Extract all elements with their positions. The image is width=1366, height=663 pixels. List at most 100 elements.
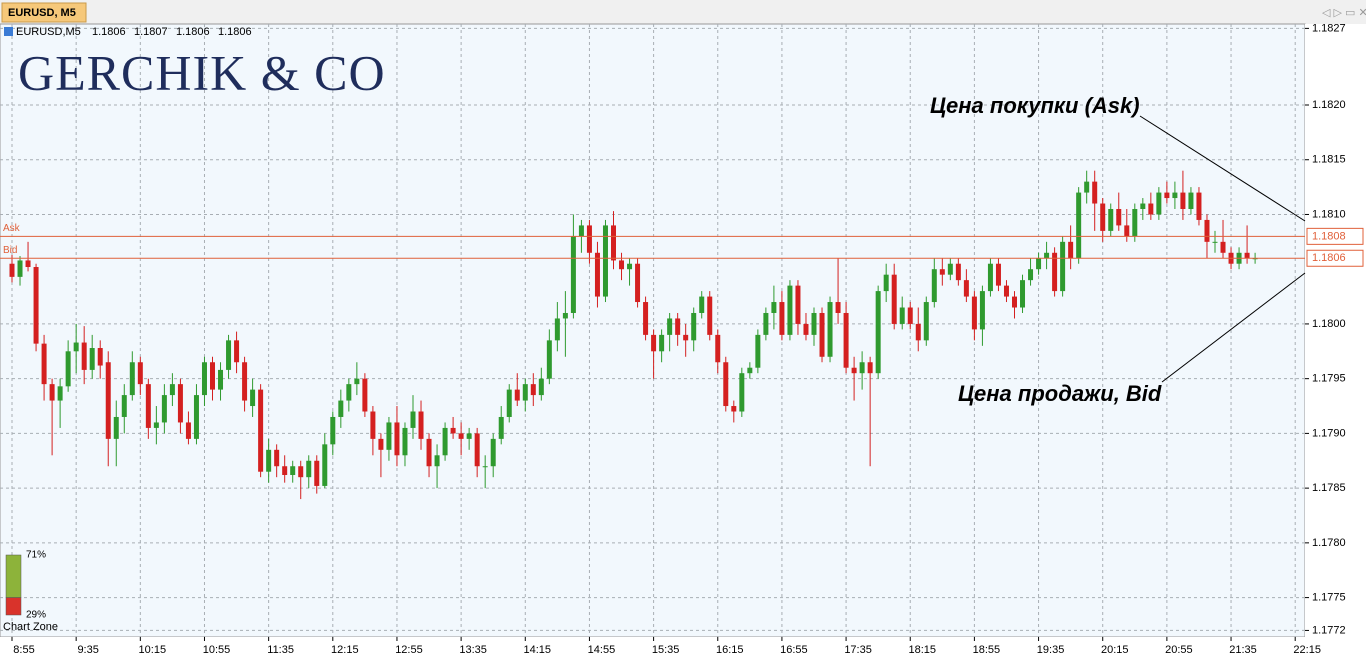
candle-body	[578, 225, 584, 237]
candle-body	[346, 384, 352, 401]
candle-body	[963, 280, 969, 297]
x-tick-label: 14:55	[588, 644, 616, 656]
candle-body	[1092, 181, 1098, 204]
bid-price: 1.1806	[1312, 252, 1346, 264]
candle-body	[177, 384, 183, 423]
candle-body	[691, 312, 697, 341]
zone-label: 29%	[26, 610, 46, 621]
window-controls[interactable]: ◁ ▷ ▭ ✕	[1322, 7, 1366, 19]
candle-body	[683, 334, 689, 341]
candle-body	[482, 466, 488, 468]
bid-label: Bid	[3, 245, 17, 256]
candle-body	[234, 340, 240, 363]
candle-body	[803, 323, 809, 335]
bid-pointer	[1161, 272, 1306, 383]
candle-body	[201, 362, 207, 396]
candle-body	[1076, 192, 1082, 259]
candle-body	[586, 225, 592, 253]
x-tick-label: 9:35	[77, 644, 98, 656]
candle-body	[1140, 203, 1146, 209]
last-bar-value: 1.1807	[134, 26, 168, 38]
y-tick-label: 1.1775	[1312, 591, 1346, 603]
candle-body	[41, 343, 47, 385]
overlay: Ask 1.1808 Bid 1.1806	[0, 223, 1364, 267]
symbol: EURUSD,M5	[16, 26, 81, 38]
y-tick-label: 1.1795	[1312, 373, 1346, 385]
candle-body	[1196, 192, 1202, 220]
candle-body	[947, 263, 953, 275]
candle-body	[402, 427, 408, 456]
candle-body	[594, 252, 600, 297]
candle-body	[330, 416, 336, 445]
candle-body	[274, 449, 280, 467]
candle-body	[611, 225, 616, 261]
candle-body	[282, 466, 288, 475]
x-tick-label: 20:55	[1165, 644, 1193, 656]
candle-body	[266, 449, 272, 472]
candle-body	[635, 263, 641, 303]
candle-body	[811, 312, 817, 335]
candle-body	[851, 367, 857, 374]
candle-body	[1156, 192, 1162, 215]
candle-body	[362, 378, 368, 412]
y-tick-label: 1.1827	[1312, 22, 1346, 34]
candle-body	[1003, 285, 1009, 297]
candle-body	[474, 433, 480, 467]
plot-area	[0, 23, 1306, 638]
candle-body	[410, 411, 416, 428]
candle-body	[843, 312, 849, 368]
candle-body	[49, 384, 55, 401]
candle-body	[57, 386, 63, 401]
x-tick-label: 21:35	[1229, 644, 1257, 656]
candle-body	[763, 312, 769, 335]
candle-body	[25, 260, 31, 268]
candle-body	[915, 323, 921, 341]
candle-body	[105, 362, 111, 439]
candle-body	[931, 269, 937, 303]
candle-body	[827, 302, 833, 357]
candle-body	[1020, 280, 1026, 308]
ask-label: Ask	[3, 223, 21, 234]
candle-body	[955, 263, 961, 281]
candle-body	[1124, 225, 1130, 237]
candle-body	[899, 307, 905, 324]
zone-label: 71%	[26, 550, 46, 561]
candle-body	[1044, 252, 1050, 259]
price-axis-bg	[1305, 24, 1366, 637]
candle-body	[17, 260, 23, 277]
tab-title[interactable]: EURUSD, M5	[8, 7, 76, 19]
annotation-bid: Цена продажи, Bid	[958, 381, 1162, 406]
candle-body	[1036, 258, 1042, 270]
candle-body	[1220, 241, 1226, 253]
candle-body	[89, 348, 95, 370]
candle-body	[354, 378, 360, 385]
candle-body	[1204, 219, 1210, 242]
candle-body	[394, 422, 400, 456]
x-tick-label: 12:15	[331, 644, 359, 656]
ask-price-box	[1306, 227, 1364, 245]
candle-body	[338, 400, 344, 417]
candle-body	[218, 369, 224, 390]
chart-tab[interactable]	[1, 2, 87, 23]
candle-body	[739, 373, 745, 412]
candle-body	[939, 269, 945, 275]
candle-body	[715, 334, 721, 363]
x-tick-label: 20:15	[1101, 644, 1129, 656]
logo: GERCHIK & CO	[18, 44, 386, 100]
candle-body	[153, 422, 159, 428]
y-tick-label: 1.1820	[1312, 99, 1346, 111]
last-bar-value: 1.1806	[176, 26, 210, 38]
candle-body	[1012, 296, 1017, 308]
candle-body	[1212, 241, 1218, 243]
zone-bar	[5, 554, 22, 598]
candle-body	[370, 411, 376, 439]
candle-body	[787, 285, 793, 335]
candle-body	[659, 334, 665, 352]
candle-body	[779, 302, 785, 335]
x-tick-label: 14:15	[524, 644, 552, 656]
candle-body	[771, 302, 777, 313]
candle-body	[699, 296, 705, 313]
candle-body	[498, 416, 504, 439]
